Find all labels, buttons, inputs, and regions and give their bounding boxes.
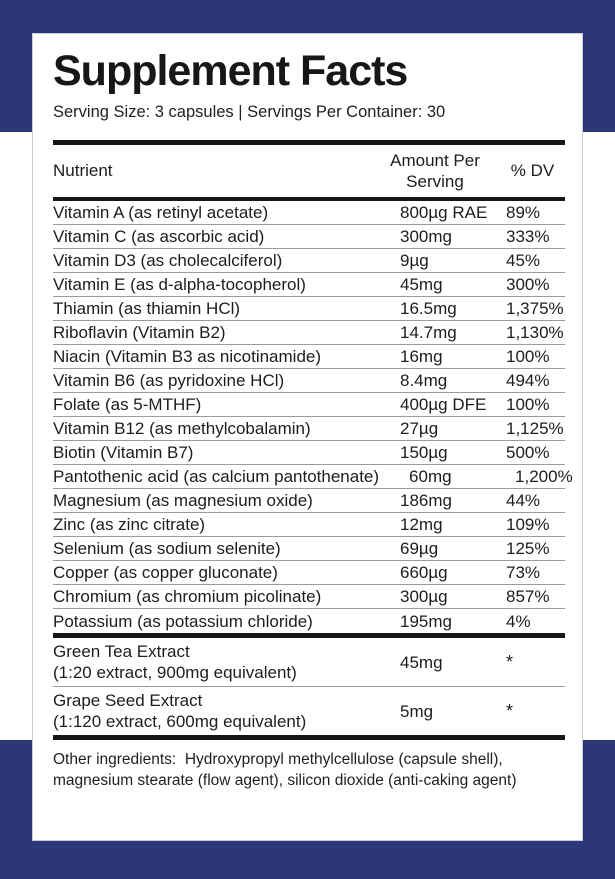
table-row: Selenium (as sodium selenite) 69µg 125%: [53, 537, 565, 561]
nutrient-name: Vitamin A (as retinyl acetate): [53, 203, 269, 222]
amount-cell: 300µg: [400, 587, 448, 606]
amount-cell: 300mg: [400, 227, 452, 246]
amount-cell: 195mg: [400, 611, 452, 631]
nutrient-name: Green Tea Extract (1:20 extract, 900mg e…: [53, 641, 370, 683]
divider-extracts-thick: [53, 633, 565, 638]
amount-cell: 69µg: [400, 539, 439, 558]
dv-cell: 857%: [506, 587, 550, 606]
amount-cell: 60mg: [409, 467, 452, 486]
dv-cell: 109%: [506, 515, 550, 534]
amount-cell: 150µg: [400, 443, 448, 462]
amount-cell: 14.7mg: [400, 323, 457, 342]
panel-title: Supplement Facts: [53, 47, 408, 95]
nutrient-name: Folate (as 5-MTHF): [53, 395, 202, 414]
table-row: Vitamin D3 (as cholecalciferol) 9µg 45%: [53, 249, 565, 273]
dv-cell: 73%: [506, 563, 541, 582]
extract-name: Green Tea Extract: [53, 642, 190, 661]
table-header-row: Nutrient Amount Per Serving % DV: [53, 145, 565, 197]
divider-header-thick: [53, 197, 565, 201]
amount-cell: 5mg: [400, 701, 434, 721]
nutrient-name: Selenium (as sodium selenite): [53, 539, 281, 558]
nutrient-name: Vitamin C (as ascorbic acid): [53, 227, 265, 246]
amount-cell: 400µg DFE: [400, 395, 487, 414]
amount-cell: 16mg: [400, 347, 443, 366]
extract-detail: (1:120 extract, 600mg equivalent): [53, 712, 307, 731]
amount-cell: 800µg RAE: [400, 203, 488, 222]
column-header-dv: % DV: [510, 161, 555, 180]
amount-cell: 9µg: [400, 251, 429, 270]
dv-cell: *: [506, 700, 514, 721]
table-row: Vitamin B12 (as methylcobalamin) 27µg 1,…: [53, 417, 565, 441]
table-row: Pantothenic acid (as calcium pantothenat…: [53, 465, 573, 489]
table-row: Niacin (Vitamin B3 as nicotinamide) 16mg…: [53, 345, 565, 369]
dv-cell: 1,130%: [506, 323, 564, 342]
table-row: Biotin (Vitamin B7) 150µg 500%: [53, 441, 565, 465]
amount-cell: 186mg: [400, 491, 452, 510]
table-row: Vitamin B6 (as pyridoxine HCl) 8.4mg 494…: [53, 369, 565, 393]
nutrient-name: Vitamin B6 (as pyridoxine HCl): [53, 371, 285, 390]
dv-cell: 125%: [506, 539, 550, 558]
dv-cell: 100%: [506, 395, 550, 414]
extract-name: Grape Seed Extract: [53, 691, 203, 710]
table-row: Magnesium (as magnesium oxide) 186mg 44%: [53, 489, 565, 513]
table-row: Thiamin (as thiamin HCl) 16.5mg 1,375%: [53, 297, 565, 321]
table-row: Vitamin A (as retinyl acetate) 800µg RAE…: [53, 201, 565, 225]
nutrient-name: Zinc (as zinc citrate): [53, 515, 206, 534]
column-header-amount: Amount Per Serving: [390, 150, 480, 191]
dv-cell: 1,125%: [506, 419, 564, 438]
supplement-facts-panel: Supplement Facts Serving Size: 3 capsule…: [32, 33, 583, 841]
table-row-extract: Green Tea Extract (1:20 extract, 900mg e…: [53, 638, 565, 687]
dv-cell: 333%: [506, 227, 550, 246]
amount-cell: 27µg: [400, 419, 439, 438]
nutrient-name: Potassium (as potassium chloride): [53, 611, 313, 631]
table-row: Riboflavin (Vitamin B2) 14.7mg 1,130%: [53, 321, 565, 345]
dv-cell: 100%: [506, 347, 550, 366]
amount-cell: 45mg: [400, 652, 443, 672]
table-row: Folate (as 5-MTHF) 400µg DFE 100%: [53, 393, 565, 417]
table-row: Chromium (as chromium picolinate) 300µg …: [53, 585, 565, 609]
dv-cell: 494%: [506, 371, 550, 390]
column-header-nutrient: Nutrient: [53, 161, 113, 180]
dv-cell: 44%: [506, 491, 541, 510]
table-row: Copper (as copper gluconate) 660µg 73%: [53, 561, 565, 585]
dv-cell: 1,375%: [506, 299, 564, 318]
dv-cell: 4%: [506, 611, 531, 631]
divider-bottom-thick: [53, 735, 565, 740]
nutrient-name: Riboflavin (Vitamin B2): [53, 323, 226, 342]
nutrient-name: Pantothenic acid (as calcium pantothenat…: [53, 467, 380, 486]
table-row: Vitamin C (as ascorbic acid) 300mg 333%: [53, 225, 565, 249]
dv-cell: 300%: [506, 275, 550, 294]
other-ingredients-text: Other ingredients: Hydroxypropyl methylc…: [53, 751, 517, 789]
amount-cell: 660µg: [400, 563, 448, 582]
table-row: Zinc (as zinc citrate) 12mg 109%: [53, 513, 565, 537]
nutrient-name: Vitamin D3 (as cholecalciferol): [53, 251, 283, 270]
nutrient-name: Chromium (as chromium picolinate): [53, 587, 322, 606]
amount-cell: 12mg: [400, 515, 443, 534]
amount-cell: 16.5mg: [400, 299, 457, 318]
table-row-extract: Grape Seed Extract (1:120 extract, 600mg…: [53, 687, 565, 735]
table-row: Potassium (as potassium chloride) 195mg …: [53, 609, 565, 633]
divider-top-thick: [53, 140, 565, 145]
nutrient-name: Biotin (Vitamin B7): [53, 443, 194, 462]
amount-cell: 45mg: [400, 275, 443, 294]
nutrient-name: Thiamin (as thiamin HCl): [53, 299, 241, 318]
dv-cell: 1,200%: [515, 467, 573, 486]
nutrient-name: Vitamin B12 (as methylcobalamin): [53, 419, 311, 438]
dv-cell: 89%: [506, 203, 541, 222]
dv-cell: 45%: [506, 251, 541, 270]
nutrient-name: Vitamin E (as d-alpha-tocopherol): [53, 275, 306, 294]
nutrient-name: Niacin (Vitamin B3 as nicotinamide): [53, 347, 322, 366]
nutrient-name: Copper (as copper gluconate): [53, 563, 278, 582]
nutrient-name: Grape Seed Extract (1:120 extract, 600mg…: [53, 690, 370, 732]
amount-cell: 8.4mg: [400, 371, 448, 390]
dv-cell: 500%: [506, 443, 550, 462]
extract-detail: (1:20 extract, 900mg equivalent): [53, 663, 297, 682]
serving-info: Serving Size: 3 capsules | Servings Per …: [53, 103, 446, 121]
table-row: Vitamin E (as d-alpha-tocopherol) 45mg 3…: [53, 273, 565, 297]
dv-cell: *: [506, 651, 514, 672]
nutrient-name: Magnesium (as magnesium oxide): [53, 491, 313, 510]
